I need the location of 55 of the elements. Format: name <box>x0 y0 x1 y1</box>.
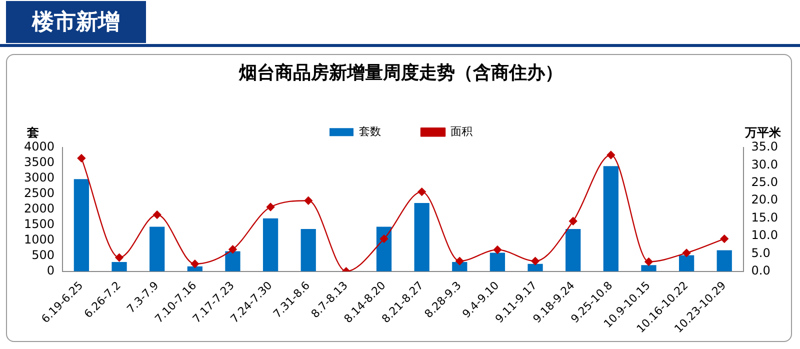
point <box>152 210 162 219</box>
point <box>606 150 616 160</box>
y2-tick-label: 10.0 <box>751 228 778 242</box>
point <box>190 260 200 268</box>
point <box>77 154 86 162</box>
y-tick-label: 4000 <box>24 140 55 154</box>
y2-tick-label: 30.0 <box>751 157 778 172</box>
point <box>228 245 237 254</box>
text: 楼市新增 <box>6 1 146 43</box>
bar <box>528 264 543 272</box>
point <box>266 202 275 212</box>
point <box>418 188 426 196</box>
y-tick-label: 500 <box>32 248 55 262</box>
bar <box>300 228 316 272</box>
chart-title: 烟台商品房新增量周度走势（含商住办） <box>238 62 563 84</box>
bar <box>262 218 278 272</box>
point <box>493 246 502 254</box>
legend-label: 面积 <box>450 124 472 138</box>
y-tick-label: 1500 <box>24 217 55 232</box>
y-tick-label: 2500 <box>24 186 55 200</box>
y2-tick-label: 35.0 <box>751 140 778 154</box>
point <box>304 196 312 205</box>
bar <box>414 202 430 272</box>
point <box>531 256 540 266</box>
bar <box>376 226 392 272</box>
legend-label: 套数 <box>359 124 381 138</box>
bar <box>603 166 618 272</box>
bar <box>150 226 165 272</box>
y-tick-label: 3500 <box>24 155 55 170</box>
y2-tick-label: 5.0 <box>751 246 770 260</box>
y-tick-label: 0 <box>46 263 55 278</box>
y2-tick-label: 0.0 <box>751 263 770 278</box>
bar <box>716 250 732 272</box>
bar <box>112 262 127 272</box>
bar <box>225 251 240 272</box>
y-tick-label: 2000 <box>24 202 55 216</box>
y2-axis-title: 万平米 <box>744 126 782 140</box>
bar <box>641 265 656 272</box>
point <box>380 234 388 243</box>
y-tick-label: 1000 <box>24 232 55 247</box>
y-tick-label: 3000 <box>24 170 55 185</box>
y2-tick-label: 20.0 <box>751 192 778 207</box>
y-axis-title: 套 <box>26 126 39 140</box>
bar <box>490 252 506 272</box>
point <box>644 258 653 266</box>
point <box>115 253 124 262</box>
point <box>720 234 728 243</box>
point <box>568 217 578 226</box>
bar <box>678 255 694 272</box>
point <box>456 256 464 266</box>
bar <box>74 179 90 272</box>
y2-tick-label: 25.0 <box>751 175 778 190</box>
bar <box>566 228 581 272</box>
point <box>682 248 691 258</box>
y2-tick-label: 15.0 <box>751 210 778 224</box>
